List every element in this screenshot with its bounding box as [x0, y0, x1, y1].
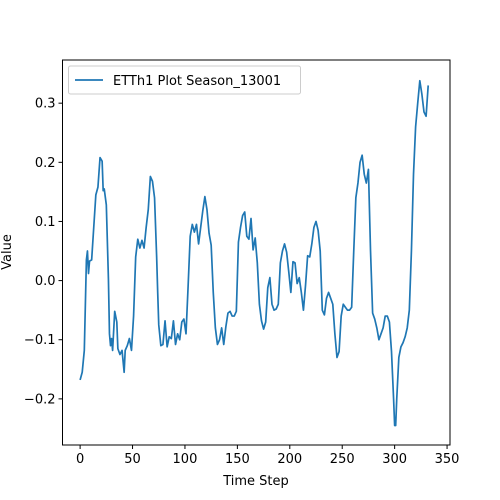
y-tick-label: 0.3: [35, 97, 56, 112]
plot-frame: [62, 59, 451, 446]
y-tick-label: 0.2: [35, 156, 56, 171]
y-tick-label: −0.1: [24, 333, 56, 348]
axis-ticks: 0 50 100 150 200 250 300 350 −0.2 −0.1 0.0 0.1 0.2 0.…: [24, 97, 460, 467]
x-axis-label: Time Step: [222, 474, 289, 489]
x-tick-label: 200: [277, 452, 302, 467]
legend-frame: [68, 65, 301, 95]
x-tick-label: 150: [225, 452, 250, 467]
legend-entry: ETTh1 Plot Season_13001: [113, 74, 281, 89]
x-tick-label: 50: [124, 452, 141, 467]
x-tick-label: 350: [435, 452, 460, 467]
y-tick-label: −0.2: [24, 392, 56, 407]
x-tick-label: 0: [76, 452, 84, 467]
legend: ETTh1 Plot Season_13001: [68, 65, 301, 95]
series-line: [79, 79, 430, 427]
y-axis-label: Value: [0, 234, 15, 270]
x-tick-label: 250: [330, 452, 355, 467]
y-tick-label: 0.1: [35, 215, 56, 230]
x-tick-label: 300: [382, 452, 407, 467]
x-tick-label: 100: [173, 452, 198, 467]
y-tick-label: 0.0: [35, 274, 56, 289]
